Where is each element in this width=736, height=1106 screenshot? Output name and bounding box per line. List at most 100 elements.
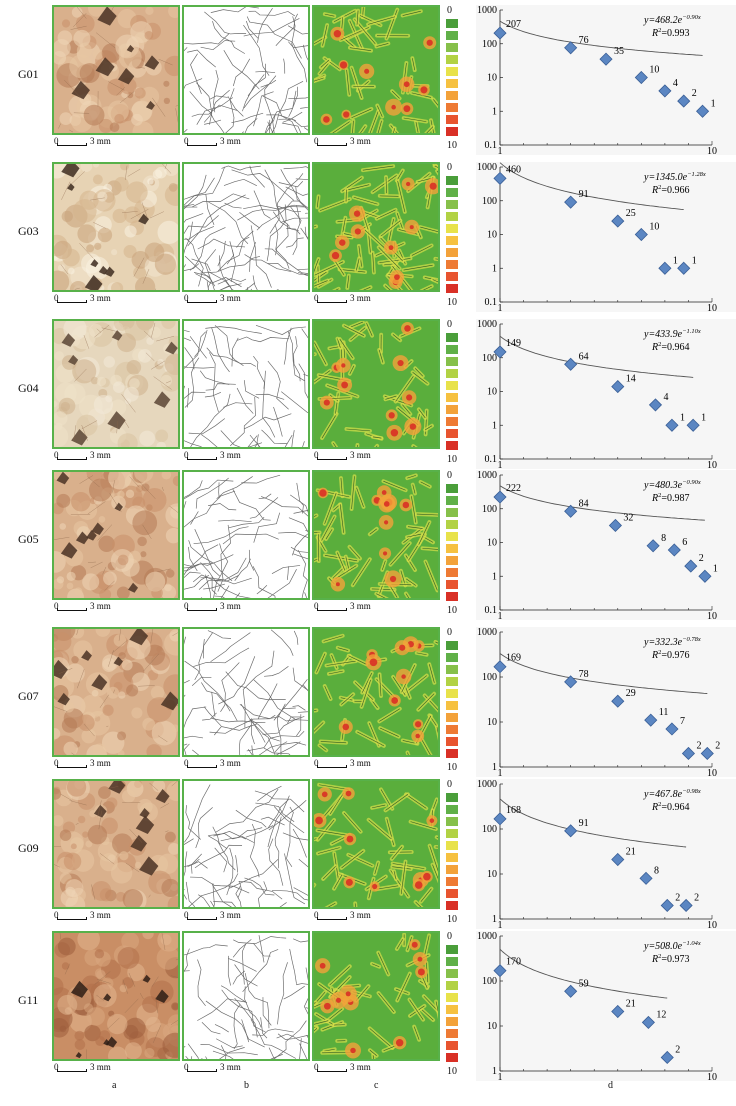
row-G09: G09 0 3 mm 0 3 mm 0 3 mm 0 10 1 10 100 1000 1 10 168 91 2… <box>0 779 736 934</box>
y-tick-label: 1000 <box>477 779 497 790</box>
legend-swatch <box>446 357 458 366</box>
data-label: 2 <box>675 892 680 903</box>
density-legend: 0 10 <box>444 5 470 155</box>
legend-max-label: 10 <box>447 605 457 616</box>
data-label: 21 <box>626 999 636 1010</box>
data-point <box>634 70 648 85</box>
r-squared-power: 2 <box>658 953 661 960</box>
legend-swatch <box>446 653 458 662</box>
y-tick-label: 100 <box>482 39 497 50</box>
legend-swatch <box>446 260 458 269</box>
row-G11: G11 0 3 mm 0 3 mm 0 3 mm 0 10 1 10 100 1000 1 10 170 59 2… <box>0 931 736 1086</box>
micrograph-panel <box>52 319 180 449</box>
data-point <box>634 227 648 242</box>
legend-min-label: 0 <box>447 931 452 942</box>
scale-bar-a-5: 0 3 mm <box>54 910 124 927</box>
data-point <box>700 746 714 761</box>
power-law-plot: 0.1 1 10 100 1000 1 10 460 91 25 10 1 1 y=1345.0e−1.2… <box>476 162 736 314</box>
data-label: 1 <box>680 412 685 423</box>
scale-bar-line <box>57 917 87 920</box>
scale-bar-c-6: 0 3 mm <box>314 1062 384 1079</box>
micrograph-panel <box>52 627 180 757</box>
sample-id: G03 <box>18 224 39 238</box>
legend-swatch <box>446 677 458 686</box>
scale-bar-b-3: 0 3 mm <box>184 601 254 618</box>
data-label: 2 <box>715 740 720 751</box>
row-G03: G03 0 3 mm 0 3 mm 0 3 mm 0 10 0.1 1 10 100 1000 1 10 460… <box>0 162 736 317</box>
y-tick-label: 10 <box>487 1021 497 1032</box>
y-tick-label: 1 <box>492 420 497 431</box>
legend-max-label: 10 <box>447 140 457 151</box>
fracture-density-panel <box>312 931 440 1061</box>
r-squared-value: =0.964 <box>661 802 689 813</box>
scale-bar-line <box>317 143 347 146</box>
scale-bar-line <box>57 300 87 303</box>
fit-equation: y=332.3e−0.78x <box>643 636 701 648</box>
data-label: 59 <box>579 978 589 989</box>
scale-bar-zero: 0 <box>54 601 59 611</box>
y-tick-label: 100 <box>482 672 497 683</box>
legend-swatch <box>446 945 458 954</box>
density-legend: 0 10 <box>444 627 470 777</box>
power-law-plot: 0.1 1 10 100 1000 1 10 207 76 35 10 4 2 1 y=468.2e−0.9… <box>476 5 736 157</box>
legend-swatch <box>446 829 458 838</box>
scale-bar-label: 3 mm <box>350 1062 371 1072</box>
fit-exponent: −0.78x <box>682 636 701 643</box>
scale-bar-zero: 0 <box>54 1062 59 1072</box>
legend-swatch <box>446 665 458 674</box>
y-tick-label: 1000 <box>477 5 497 16</box>
x-tick-label: 10 <box>707 611 717 620</box>
r-squared-symbol: R <box>651 802 658 813</box>
micrograph-panel <box>52 5 180 135</box>
scale-bar-label: 3 mm <box>90 758 111 768</box>
density-legend: 0 10 <box>444 162 470 312</box>
scale-bar-zero: 0 <box>184 1062 189 1072</box>
x-tick-label: 1 <box>498 1072 503 1081</box>
legend-swatch <box>446 393 458 402</box>
data-point <box>677 261 691 275</box>
scale-bar-c-2: 0 3 mm <box>314 450 384 467</box>
legend-swatch <box>446 568 458 577</box>
data-point <box>599 52 613 66</box>
scale-bar-line <box>187 300 217 303</box>
legend-min-label: 0 <box>447 470 452 481</box>
data-point <box>564 357 578 371</box>
data-label: 4 <box>663 392 668 403</box>
scale-bar-zero: 0 <box>184 450 189 460</box>
scale-bar-zero: 0 <box>54 910 59 920</box>
y-tick-label: 10 <box>487 73 497 84</box>
scale-bar-line <box>317 765 347 768</box>
panel-letter-d: d <box>608 1080 613 1091</box>
scale-bar-label: 3 mm <box>90 136 111 146</box>
r-squared-value: =0.987 <box>661 493 689 504</box>
power-law-plot: 0.1 1 10 100 1000 1 10 149 64 14 4 1 1 y=433.9e−1.10x… <box>476 319 736 471</box>
legend-swatch <box>446 31 458 40</box>
r-squared: R2=0.966 <box>651 184 690 196</box>
data-point <box>665 418 679 432</box>
sample-id: G01 <box>18 67 39 81</box>
plot-background <box>476 162 736 312</box>
fit-equation: y=480.3e−0.90x <box>643 479 701 491</box>
scale-bar-c-1: 0 3 mm <box>314 293 384 310</box>
y-tick-label: 1000 <box>477 162 497 173</box>
fracture-density-panel <box>312 162 440 292</box>
fracture-density-panel <box>312 779 440 909</box>
legend-min-label: 0 <box>447 319 452 330</box>
data-label: 6 <box>682 537 687 548</box>
legend-swatch <box>446 701 458 710</box>
r-squared-power: 2 <box>658 184 661 191</box>
scale-bar-line <box>187 608 217 611</box>
data-label: 32 <box>623 512 633 523</box>
legend-swatch <box>446 236 458 245</box>
legend-swatch <box>446 793 458 802</box>
legend-max-label: 10 <box>447 914 457 925</box>
data-label: 1 <box>673 255 678 266</box>
fit-exponent: −0.98x <box>682 788 701 795</box>
data-label: 207 <box>506 19 521 30</box>
y-tick-label: 1 <box>492 571 497 582</box>
data-label: 169 <box>506 653 521 664</box>
scale-bar-line <box>187 765 217 768</box>
data-label: 1 <box>713 563 718 574</box>
